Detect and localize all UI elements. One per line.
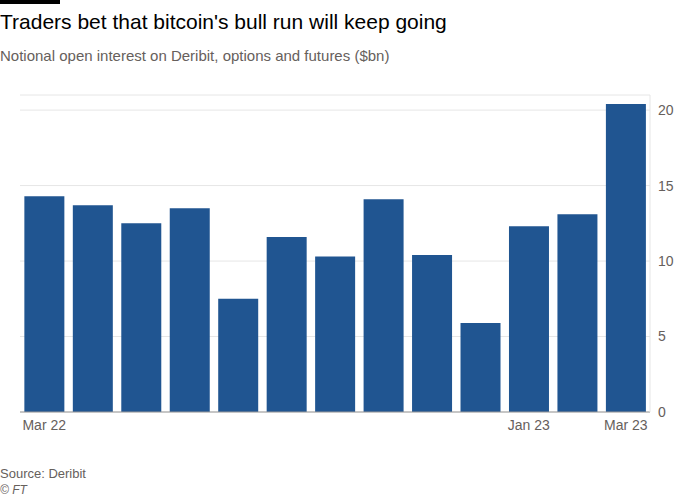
svg-text:Mar 22: Mar 22 xyxy=(22,417,66,433)
html-text:© FT: © FT xyxy=(0,483,27,497)
svg-text:5: 5 xyxy=(658,328,666,344)
svg-text:20: 20 xyxy=(658,102,674,118)
svg-text:15: 15 xyxy=(658,178,674,194)
svg-text:0: 0 xyxy=(658,404,666,420)
svg-text:Jan 23: Jan 23 xyxy=(508,417,550,433)
svg-text:Mar 23: Mar 23 xyxy=(604,417,648,433)
html-text:Traders bet that bitcoin's bul: Traders bet that bitcoin's bull run will… xyxy=(0,10,447,33)
svg-text:10: 10 xyxy=(658,253,674,269)
html-text:Source: Deribit: Source: Deribit xyxy=(0,466,86,481)
html-text:Notional open interest on Deri: Notional open interest on Deribit, optio… xyxy=(0,47,390,64)
